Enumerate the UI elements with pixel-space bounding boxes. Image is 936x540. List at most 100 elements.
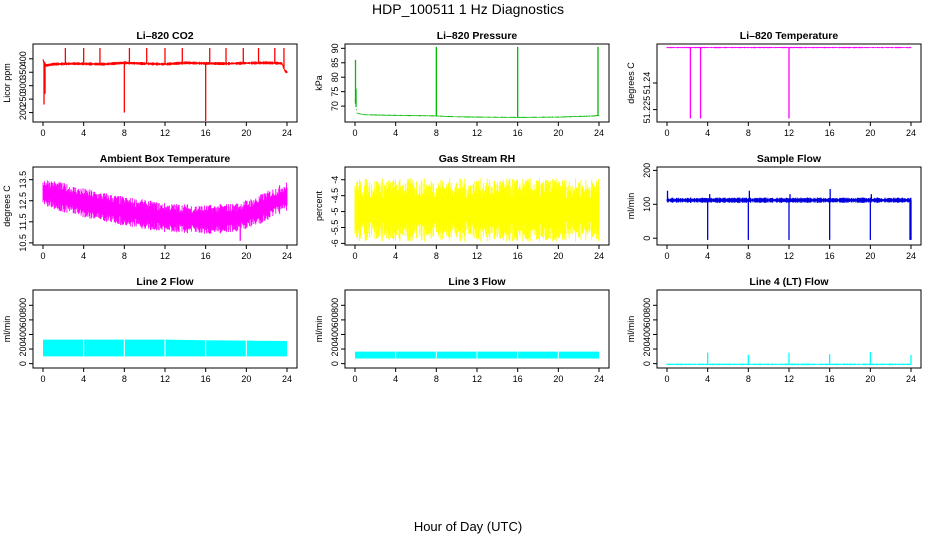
band-segment: [165, 339, 206, 357]
x-tick-label: 4: [81, 128, 86, 138]
y-tick-label: 100: [642, 197, 652, 212]
x-tick-label: 16: [201, 251, 211, 261]
y-tick-label: 250: [18, 92, 28, 107]
y-tick-label: 400: [18, 51, 28, 66]
y-tick-label: 0: [330, 361, 340, 366]
x-tick-label: 0: [40, 374, 45, 384]
y-tick-label: 800: [642, 298, 652, 313]
x-tick-label: 0: [40, 128, 45, 138]
y-tick-label: 600: [642, 312, 652, 327]
x-tick-label: 20: [553, 128, 563, 138]
y-tick-label: 90: [330, 43, 340, 53]
band-segment: [84, 339, 124, 357]
x-tick-label: 20: [865, 374, 875, 384]
x-tick-label: 24: [594, 251, 604, 261]
trace-line: [354, 178, 600, 242]
y-tick-label: 75: [330, 87, 340, 97]
x-tick-label: 20: [241, 128, 251, 138]
x-tick-label: 16: [513, 128, 523, 138]
panel-title: Li–820 CO2: [136, 30, 193, 42]
band-segment: [124, 339, 165, 357]
y-axis-label: degrees C: [2, 185, 12, 227]
x-tick-label: 8: [434, 374, 439, 384]
x-tick-label: 24: [906, 251, 916, 261]
x-tick-label: 16: [825, 374, 835, 384]
x-tick-label: 4: [705, 374, 710, 384]
panel-title: Li–820 Temperature: [740, 30, 839, 42]
x-tick-label: 4: [81, 374, 86, 384]
y-axis-label: kPa: [314, 75, 324, 91]
x-tick-label: 0: [664, 251, 669, 261]
x-tick-label: 4: [705, 128, 710, 138]
chart-panel: Sample Flow 0 4 8 12 16 20 24 0 100 200 ml/min: [626, 153, 922, 261]
y-tick-label: 13.5: [18, 171, 28, 189]
data-series: [42, 48, 288, 121]
chart-panel: Line 4 (LT) Flow 0 4 8 12 16 20 24 0 200400600800…: [626, 276, 922, 384]
panel-title: Line 3 Flow: [448, 276, 506, 288]
y-tick-label: 350: [18, 65, 28, 80]
band-segment: [436, 351, 477, 359]
y-tick-label: 400: [330, 327, 340, 342]
panel-title: Gas Stream RH: [439, 153, 515, 165]
x-tick-label: 8: [746, 251, 751, 261]
panel-title: Line 2 Flow: [136, 276, 194, 288]
y-tick-label: -4.5: [330, 188, 340, 204]
panel-title: Li–820 Pressure: [437, 30, 518, 42]
x-tick-label: 12: [784, 374, 794, 384]
x-tick-label: 0: [664, 128, 669, 138]
y-tick-label: 11.5: [18, 213, 28, 230]
band-segment: [518, 351, 558, 359]
x-tick-label: 16: [513, 374, 523, 384]
y-axis-label: ml/min: [2, 316, 12, 343]
x-axis-label: Hour of Day (UTC): [414, 519, 522, 534]
trace-line: [354, 99, 600, 118]
data-series: [42, 180, 288, 241]
x-tick-label: 0: [352, 128, 357, 138]
x-tick-label: 12: [784, 128, 794, 138]
x-tick-label: 8: [122, 128, 127, 138]
figure-title: HDP_100511 1 Hz Diagnostics: [372, 1, 564, 17]
y-tick-label: 200: [18, 342, 28, 357]
y-tick-label: 800: [330, 298, 340, 313]
y-tick-label: 51.24: [642, 72, 652, 95]
panel-title: Sample Flow: [757, 153, 822, 165]
x-tick-label: 0: [40, 251, 45, 261]
y-tick-label: 0: [642, 361, 652, 366]
data-series: [43, 339, 287, 357]
y-tick-label: 200: [330, 342, 340, 357]
data-series: [666, 46, 912, 119]
x-tick-label: 12: [472, 251, 482, 261]
x-tick-label: 20: [241, 374, 251, 384]
x-tick-label: 24: [906, 374, 916, 384]
y-tick-label: 0: [642, 236, 652, 241]
y-tick-label: 10.5: [18, 234, 28, 252]
y-tick-label: 800: [18, 298, 28, 313]
y-tick-label: 70: [330, 101, 340, 111]
y-tick-label: 85: [330, 58, 340, 68]
y-tick-label: 200: [18, 105, 28, 120]
chart-panel: Li–820 Temperature 0 4 8 12 16 20 24 51.22551.24…: [626, 30, 922, 138]
x-tick-label: 16: [201, 128, 211, 138]
trace-line: [666, 46, 912, 49]
y-axis-label: ml/min: [626, 193, 636, 220]
band-segment: [246, 340, 287, 357]
data-series: [354, 178, 600, 242]
y-tick-label: -5.5: [330, 220, 340, 236]
x-tick-label: 0: [352, 374, 357, 384]
y-axis-label: ml/min: [626, 316, 636, 343]
x-tick-label: 4: [705, 251, 710, 261]
y-axis-label: percent: [314, 190, 324, 221]
x-tick-label: 24: [594, 128, 604, 138]
y-tick-label: -6: [330, 239, 340, 247]
trace-line: [42, 180, 288, 234]
x-tick-label: 8: [122, 251, 127, 261]
chart-panel: Gas Stream RH 0 4 8 12 16 20 24 -6 -5.5 -5 -4.5 -4 pe…: [314, 153, 610, 261]
y-axis-label: ml/min: [314, 316, 324, 343]
x-tick-label: 20: [553, 251, 563, 261]
x-tick-label: 20: [553, 374, 563, 384]
x-tick-label: 4: [393, 374, 398, 384]
